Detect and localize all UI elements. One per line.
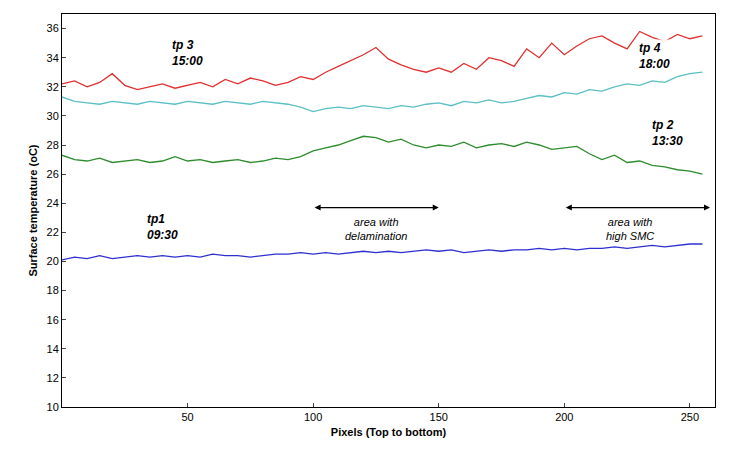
svg-text:tp 213:30: tp 213:30 — [652, 118, 683, 148]
svg-text:24: 24 — [47, 197, 59, 209]
svg-text:18: 18 — [47, 284, 59, 296]
svg-text:28: 28 — [47, 139, 59, 151]
svg-text:area withdelamination: area withdelamination — [345, 216, 407, 242]
svg-text:150: 150 — [430, 411, 448, 423]
svg-text:22: 22 — [47, 226, 59, 238]
svg-text:250: 250 — [681, 411, 699, 423]
svg-text:16: 16 — [47, 314, 59, 326]
svg-text:14: 14 — [47, 343, 59, 355]
svg-text:200: 200 — [555, 411, 573, 423]
svg-text:10: 10 — [47, 401, 59, 413]
svg-text:area withhigh SMC: area withhigh SMC — [606, 216, 654, 242]
svg-text:tp 315:00: tp 315:00 — [172, 38, 203, 68]
svg-text:50: 50 — [181, 411, 193, 423]
svg-text:Pixels (Top to bottom): Pixels (Top to bottom) — [331, 426, 447, 438]
svg-text:100: 100 — [304, 411, 322, 423]
svg-text:32: 32 — [47, 81, 59, 93]
svg-text:tp 418:00: tp 418:00 — [639, 41, 670, 71]
svg-text:tp109:30: tp109:30 — [147, 212, 178, 242]
svg-text:30: 30 — [47, 110, 59, 122]
svg-text:34: 34 — [47, 52, 59, 64]
svg-text:12: 12 — [47, 372, 59, 384]
svg-text:20: 20 — [47, 255, 59, 267]
svg-text:26: 26 — [47, 168, 59, 180]
svg-text:36: 36 — [47, 22, 59, 34]
svg-text:Surface temperature (oC): Surface temperature (oC) — [27, 144, 39, 276]
